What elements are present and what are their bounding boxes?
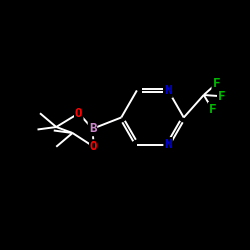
Text: O: O bbox=[90, 140, 98, 153]
Text: F: F bbox=[209, 103, 216, 116]
Text: F: F bbox=[218, 90, 226, 103]
Text: B: B bbox=[89, 122, 96, 135]
Text: N: N bbox=[164, 84, 172, 97]
Text: O: O bbox=[75, 107, 82, 120]
Text: N: N bbox=[164, 138, 172, 151]
Text: F: F bbox=[212, 77, 220, 90]
